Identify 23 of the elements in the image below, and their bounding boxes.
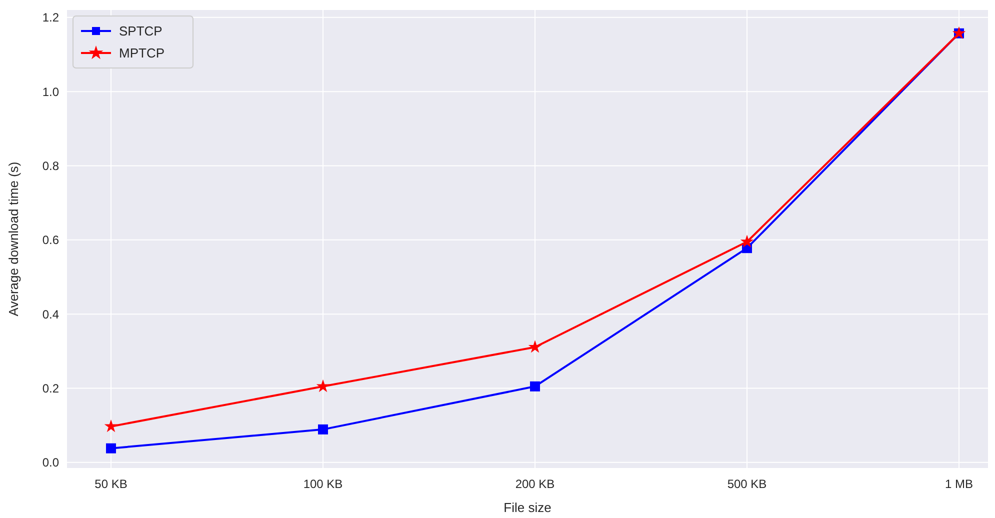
legend-label: SPTCP <box>119 24 162 39</box>
y-tick-label: 0.0 <box>42 456 60 470</box>
point <box>740 234 754 248</box>
point <box>104 419 118 432</box>
y-tick-label: 0.6 <box>42 233 60 248</box>
x-tick-label: 1 MB <box>944 477 974 491</box>
x-tick-label: 100 KB <box>303 477 343 491</box>
point <box>106 443 116 454</box>
y-tick-label: 0.2 <box>42 381 60 396</box>
x-tick-label: 200 KB <box>515 477 555 491</box>
y-tick-label: 1.0 <box>42 84 60 99</box>
legend-label: MPTCP <box>119 46 164 61</box>
point <box>316 379 330 392</box>
point <box>530 381 540 392</box>
y-tick-label: 1.2 <box>42 10 60 25</box>
x-axis-title: File size <box>504 500 552 515</box>
y-tick-label: 0.8 <box>42 158 60 173</box>
y-tick-label: 0.4 <box>42 307 60 322</box>
y-axis-title: Average download time (s) <box>6 162 21 316</box>
x-tick-label: 50 KB <box>94 477 128 491</box>
point <box>318 424 328 434</box>
x-tick-label: 500 KB <box>727 477 767 491</box>
point <box>528 340 542 353</box>
